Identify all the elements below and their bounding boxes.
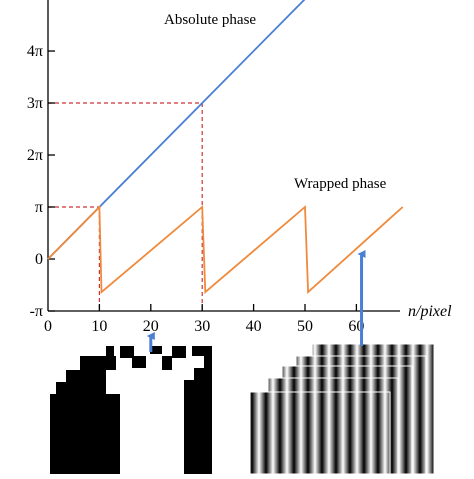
fringe-tile xyxy=(249,391,391,475)
binary-pattern-block xyxy=(132,356,146,368)
y-tick-label: 4π xyxy=(27,43,43,60)
wrapped-phase-label: Wrapped phase xyxy=(294,176,387,192)
binary-pattern-block xyxy=(192,346,204,356)
y-tick-label: -π xyxy=(30,303,43,320)
x-tick-label: 20 xyxy=(143,318,159,335)
y-tick-label: 3π xyxy=(27,95,43,112)
y-tick-label: 2π xyxy=(27,147,43,164)
binary-pattern-block xyxy=(80,356,116,370)
binary-pattern-block xyxy=(56,382,106,394)
x-tick-label: 0 xyxy=(44,318,52,335)
binary-pattern-block xyxy=(50,394,120,474)
binary-pattern-block xyxy=(204,346,212,474)
binary-pattern-gap xyxy=(122,384,162,474)
x-axis-label: n/pixel xyxy=(408,303,452,320)
series-labels: Absolute phase Wrapped phase xyxy=(164,12,387,192)
reference-lines xyxy=(48,102,203,311)
y-ticks: -π 0 π 2π 3π 4π xyxy=(27,43,55,320)
binary-pattern-image xyxy=(50,346,212,474)
binary-pattern-block xyxy=(150,346,162,354)
binary-pattern-block xyxy=(172,346,186,358)
fringe-pattern-image xyxy=(249,343,435,475)
absolute-phase-label: Absolute phase xyxy=(164,12,256,28)
y-tick-label: π xyxy=(35,199,43,216)
binary-pattern-block xyxy=(162,356,172,370)
binary-pattern-block xyxy=(106,346,114,358)
absolute-phase-line xyxy=(47,0,306,260)
x-tick-label: 40 xyxy=(246,318,262,335)
binary-pattern-block xyxy=(184,380,194,474)
binary-pattern-block xyxy=(66,370,106,382)
binary-pattern-block xyxy=(120,346,134,358)
y-tick-label: 0 xyxy=(35,251,43,268)
wrapped-phase-line xyxy=(47,204,404,295)
series-lines xyxy=(47,0,404,295)
x-tick-label: 10 xyxy=(91,318,107,335)
x-tick-label: 30 xyxy=(194,318,210,335)
arrows xyxy=(146,250,366,352)
x-ticks: 0 10 20 30 40 50 60 xyxy=(44,304,364,335)
binary-pattern-block xyxy=(194,368,204,474)
x-tick-label: 50 xyxy=(297,318,313,335)
